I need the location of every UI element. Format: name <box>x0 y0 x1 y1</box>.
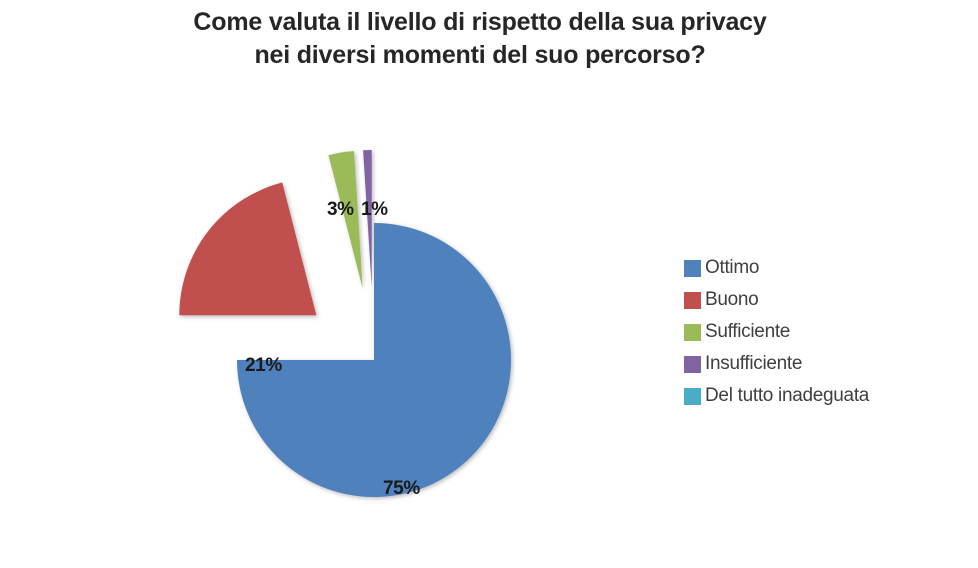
legend-item[interactable]: Ottimo <box>684 252 974 284</box>
chart-title-line-2: nei diversi momenti del suo percorso? <box>254 41 706 69</box>
pie-slice[interactable] <box>328 151 363 288</box>
legend-item-label: Sufficiente <box>705 321 791 342</box>
legend-item-label: Del tutto inadeguata <box>705 385 870 406</box>
chart-legend: Ottimo Buono Sufficiente Insufficiente Del t… <box>684 252 974 412</box>
data-label-sufficiente: 3% <box>327 199 354 220</box>
pie-slice[interactable] <box>179 182 317 316</box>
legend-swatch-icon <box>684 387 701 405</box>
legend-item-label: Ottimo <box>705 257 760 278</box>
pie-slice[interactable] <box>363 150 372 288</box>
pie-graphic <box>179 150 511 497</box>
chart-title: Come valuta il livello di rispetto della… <box>40 6 920 72</box>
legend-swatch-icon <box>684 291 701 309</box>
legend-swatch-icon <box>684 259 701 277</box>
legend-item[interactable]: Sufficiente <box>684 316 974 348</box>
data-label-buono: 21% <box>245 355 282 376</box>
legend-swatch-icon <box>684 355 701 373</box>
data-label-insufficiente: 1% <box>361 199 388 220</box>
legend-item[interactable]: Insufficiente <box>684 348 974 380</box>
legend-swatch-icon <box>684 323 701 341</box>
plot-area: 75% 21% 3% 1% <box>0 90 660 560</box>
chart-title-line-1: Come valuta il livello di rispetto della… <box>193 8 767 36</box>
legend-item[interactable]: Buono <box>684 284 974 316</box>
data-label-ottimo: 75% <box>383 478 420 499</box>
pie-slice[interactable] <box>237 223 511 497</box>
legend-item-label: Insufficiente <box>705 353 803 374</box>
legend-item[interactable]: Del tutto inadeguata <box>684 380 974 412</box>
legend-item-label: Buono <box>705 289 759 310</box>
